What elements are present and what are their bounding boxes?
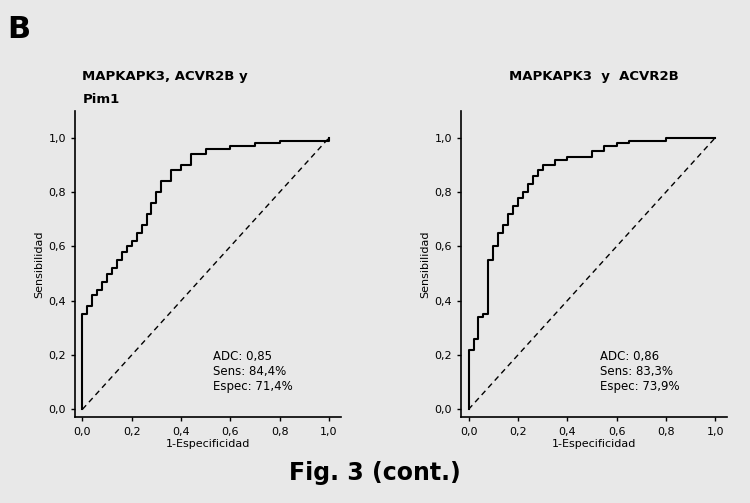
Text: ADC: 0,86
Sens: 83,3%
Espec: 73,9%: ADC: 0,86 Sens: 83,3% Espec: 73,9% xyxy=(600,350,680,393)
X-axis label: 1-Especificidad: 1-Especificidad xyxy=(166,439,250,449)
Text: MAPKAPK3  y  ACVR2B: MAPKAPK3 y ACVR2B xyxy=(509,70,680,83)
Text: Fig. 3 (cont.): Fig. 3 (cont.) xyxy=(290,461,460,485)
Y-axis label: Sensibilidad: Sensibilidad xyxy=(420,230,430,298)
Text: MAPKAPK3, ACVR2B y: MAPKAPK3, ACVR2B y xyxy=(82,70,248,83)
Text: ADC: 0,85
Sens: 84,4%
Espec: 71,4%: ADC: 0,85 Sens: 84,4% Espec: 71,4% xyxy=(214,350,293,393)
Text: B: B xyxy=(8,15,31,44)
Y-axis label: Sensibilidad: Sensibilidad xyxy=(34,230,44,298)
X-axis label: 1-Especificidad: 1-Especificidad xyxy=(552,439,637,449)
Text: Pim1: Pim1 xyxy=(82,93,120,106)
